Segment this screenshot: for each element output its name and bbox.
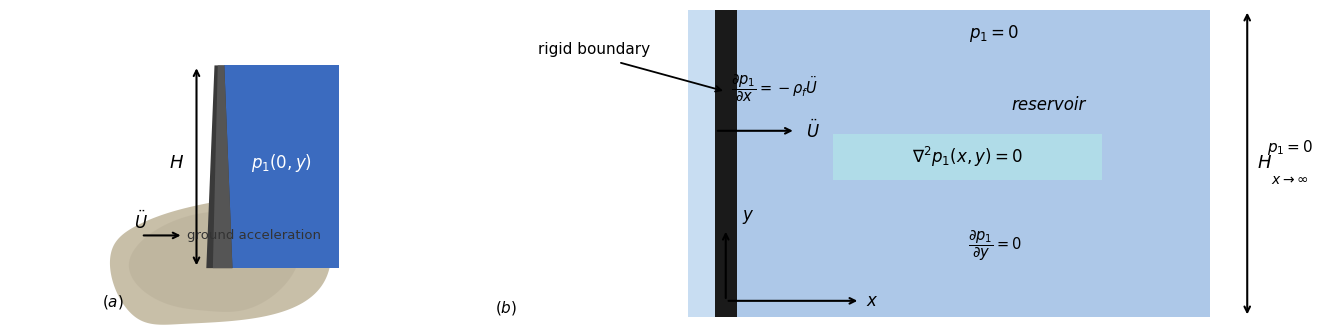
Text: $(a)$: $(a)$ bbox=[102, 293, 124, 311]
Text: $\ddot{U}$: $\ddot{U}$ bbox=[806, 120, 820, 142]
Text: $x \to \infty$: $x \to \infty$ bbox=[1271, 173, 1309, 187]
Text: $\nabla^2 p_1(x,y) = 0$: $\nabla^2 p_1(x,y) = 0$ bbox=[913, 145, 1023, 169]
Text: $x$: $x$ bbox=[866, 292, 878, 310]
Text: $y$: $y$ bbox=[742, 208, 754, 226]
Text: reservoir: reservoir bbox=[1011, 95, 1086, 114]
Bar bbox=[224, 65, 339, 268]
Bar bbox=[715, 10, 737, 317]
Text: $p_1(0,y)$: $p_1(0,y)$ bbox=[251, 152, 312, 175]
Text: $\dfrac{\partial p_1}{\partial y} = 0$: $\dfrac{\partial p_1}{\partial y} = 0$ bbox=[968, 228, 1021, 263]
Bar bbox=[688, 10, 726, 317]
Bar bbox=[688, 10, 1210, 317]
Polygon shape bbox=[212, 65, 233, 268]
Polygon shape bbox=[129, 211, 300, 312]
Text: $H$: $H$ bbox=[169, 154, 184, 173]
Text: $p_1 = 0$: $p_1 = 0$ bbox=[1267, 138, 1313, 157]
Polygon shape bbox=[110, 193, 332, 325]
Text: $p_1 = 0$: $p_1 = 0$ bbox=[969, 23, 1020, 44]
Text: H: H bbox=[1258, 154, 1271, 173]
Polygon shape bbox=[207, 65, 233, 268]
Text: $(b)$: $(b)$ bbox=[495, 299, 517, 317]
Text: $\ddot{U}$: $\ddot{U}$ bbox=[134, 211, 148, 233]
Text: $\dfrac{\partial p_1}{\partial x} = -\rho_f \ddot{U}$: $\dfrac{\partial p_1}{\partial x} = -\rh… bbox=[731, 73, 818, 104]
Text: ground acceleration: ground acceleration bbox=[187, 229, 321, 242]
Bar bbox=[833, 134, 1102, 180]
Text: rigid boundary: rigid boundary bbox=[538, 42, 649, 57]
